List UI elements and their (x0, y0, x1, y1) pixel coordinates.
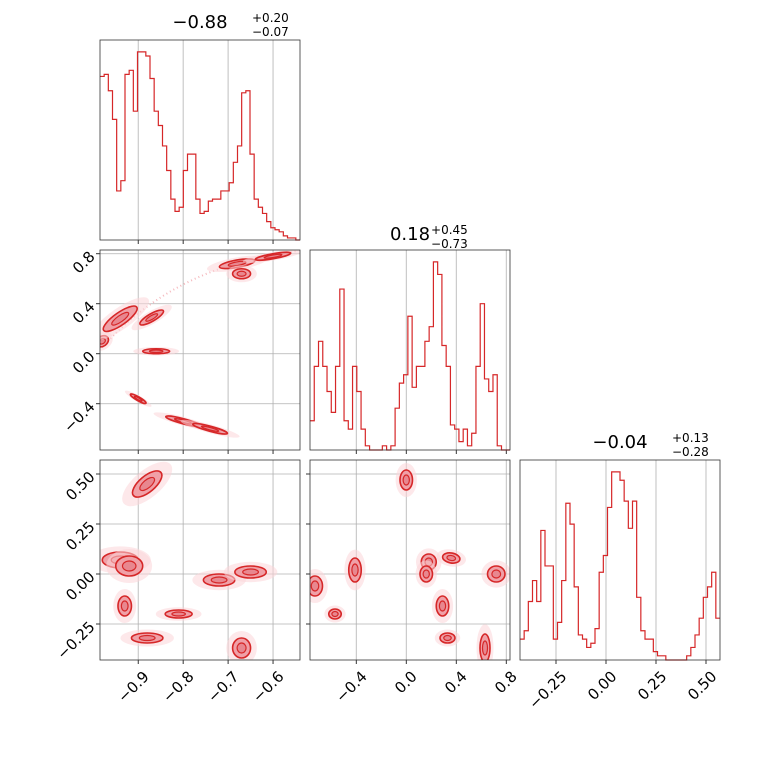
tick-label-x: 0.00 (584, 668, 620, 704)
tick-label-y: 0.0 (69, 348, 99, 378)
density-core (351, 563, 359, 577)
density-core (171, 611, 186, 617)
density-core (310, 580, 320, 592)
title-param-2-sup: +0.45 (431, 223, 468, 237)
density-core (438, 600, 447, 612)
histogram-param-2 (310, 261, 510, 451)
histogram-param-3 (520, 471, 720, 661)
density-core (446, 554, 457, 562)
scatter-x1-x2 (310, 463, 510, 660)
tick-label-x: −0.6 (249, 668, 287, 706)
panel-x0-x1 (99, 249, 301, 451)
density-core (139, 476, 156, 492)
title-param-3-sup: +0.13 (672, 431, 709, 445)
density-core (443, 634, 452, 642)
tick-label-y: 0.8 (69, 248, 99, 278)
histogram-param-1 (100, 51, 300, 241)
tick-label-x: 0.0 (391, 668, 421, 698)
title-param-2: 0.18 (390, 224, 430, 245)
density-core (236, 270, 247, 277)
title-param-1-sup: +0.20 (252, 11, 289, 25)
title-param-1-sub: −0.07 (252, 25, 289, 39)
tick-label-x: −0.8 (159, 668, 197, 706)
panel-hist-1 (99, 39, 301, 241)
tick-label-x: −0.7 (204, 668, 242, 706)
tick-label-y: 0.25 (62, 518, 98, 554)
tick-label-x: 0.50 (684, 668, 720, 704)
density-core (121, 560, 137, 572)
title-param-2-sub: −0.73 (431, 237, 468, 251)
density-core (148, 349, 164, 354)
scatter-x0-x1 (100, 250, 300, 438)
density-core (263, 253, 283, 259)
title-param-1: −0.88 (172, 12, 227, 33)
density-core (491, 569, 502, 579)
density-core (138, 634, 156, 642)
density-core (133, 395, 143, 402)
density-core (422, 569, 430, 579)
density-core (242, 568, 260, 576)
density-core (145, 313, 159, 322)
density-core (402, 474, 410, 486)
density-core (481, 640, 489, 656)
density-trail (101, 250, 296, 349)
tick-label-y: 0.4 (69, 298, 99, 328)
density-core (236, 642, 247, 654)
tick-label-x: −0.4 (332, 668, 370, 706)
tick-label-x: −0.25 (525, 668, 570, 713)
tick-label-y: −0.25 (53, 618, 98, 663)
density-core (210, 576, 228, 584)
density-core (331, 610, 339, 618)
tick-label-x: −0.9 (114, 668, 152, 706)
panel-hist-3 (519, 459, 721, 661)
density-core (111, 311, 130, 326)
panel-hist-2 (309, 249, 511, 451)
panel-x1-x2 (309, 459, 511, 661)
density-core (120, 600, 129, 612)
title-param-3-sub: −0.28 (672, 445, 709, 459)
tick-label-x: 0.25 (634, 668, 670, 704)
tick-label-y: 0.00 (62, 568, 98, 604)
title-param-3: −0.04 (592, 432, 647, 453)
panel-x0-x2 (99, 459, 301, 661)
scatter-x0-x2 (100, 461, 278, 660)
density-core (200, 425, 220, 432)
tick-label-x: 0.4 (441, 668, 471, 698)
tick-label-y: −0.4 (60, 398, 98, 436)
tick-label-y: 0.50 (62, 468, 98, 504)
tick-label-x: 0.8 (491, 668, 521, 698)
